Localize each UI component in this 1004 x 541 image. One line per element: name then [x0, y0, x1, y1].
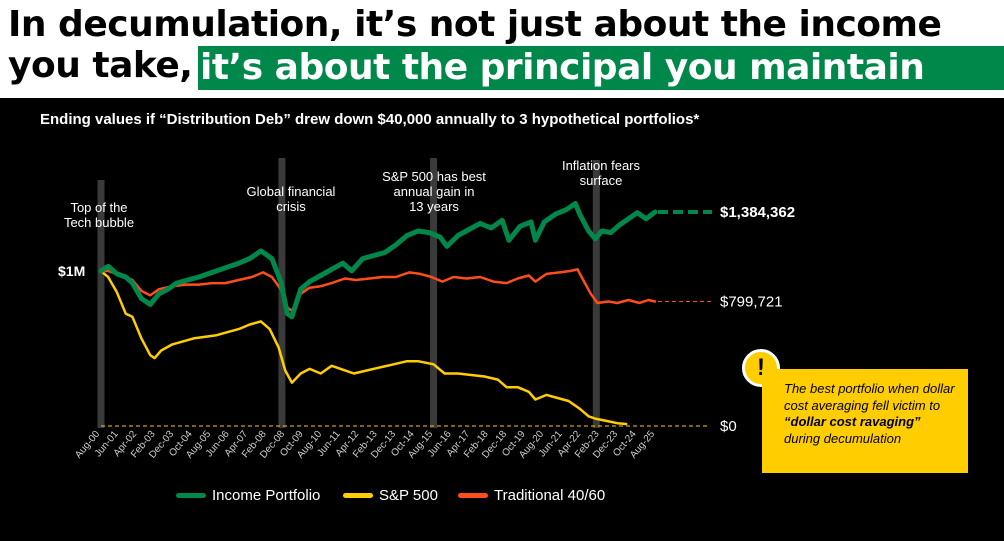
headline-line-1: In decumulation, it’s not just about the…: [8, 4, 942, 45]
event-label: Global financial crisis: [247, 184, 336, 214]
callout-text-1: The best portfolio when dollar cost aver…: [784, 381, 955, 413]
headline-banner: In decumulation, it’s not just about the…: [0, 0, 1004, 98]
series-line: [99, 269, 628, 426]
legend-item-sp500: S&P 500: [343, 486, 438, 504]
callout-text-bold: “dollar cost ravaging”: [784, 414, 921, 429]
event-label: S&P 500 has best annual gain in 13 years: [382, 169, 486, 214]
legend-swatch-traditional: [458, 492, 488, 498]
series-end-label: $0: [720, 418, 737, 435]
callout-text-2: during decumulation: [784, 430, 902, 446]
series-line: [99, 268, 657, 312]
event-bar: [430, 158, 438, 428]
legend-swatch-sp500: [343, 492, 373, 498]
start-value-label: $1M: [58, 263, 85, 279]
legend-label-income: Income Portfolio: [212, 486, 321, 504]
series-line: [98, 201, 658, 320]
series-end-label: $799,721: [720, 294, 783, 311]
series-end-label: $1,384,362: [720, 204, 795, 221]
event-label: Top of the Tech bubble: [64, 200, 134, 230]
event-bar: [97, 180, 105, 428]
legend-item-traditional: Traditional 40/60: [458, 486, 605, 504]
chart-title: Ending values if “Distribution Deb” drew…: [40, 111, 700, 128]
callout-box: The best portfolio when dollar cost aver…: [762, 369, 968, 473]
legend-swatch-income: [176, 492, 206, 498]
headline-line-2: you take,: [8, 45, 193, 86]
headline-highlight: it’s about the principal you maintain: [198, 46, 1004, 90]
event-bar: [592, 160, 600, 428]
legend-label-traditional: Traditional 40/60: [494, 486, 606, 504]
event-label: Inflation fears surface: [562, 158, 641, 188]
line-chart: Top of the Tech bubble Global financial cri…: [58, 158, 795, 461]
legend-label-sp500: S&P 500: [379, 486, 438, 504]
legend-item-income: Income Portfolio: [176, 486, 320, 504]
